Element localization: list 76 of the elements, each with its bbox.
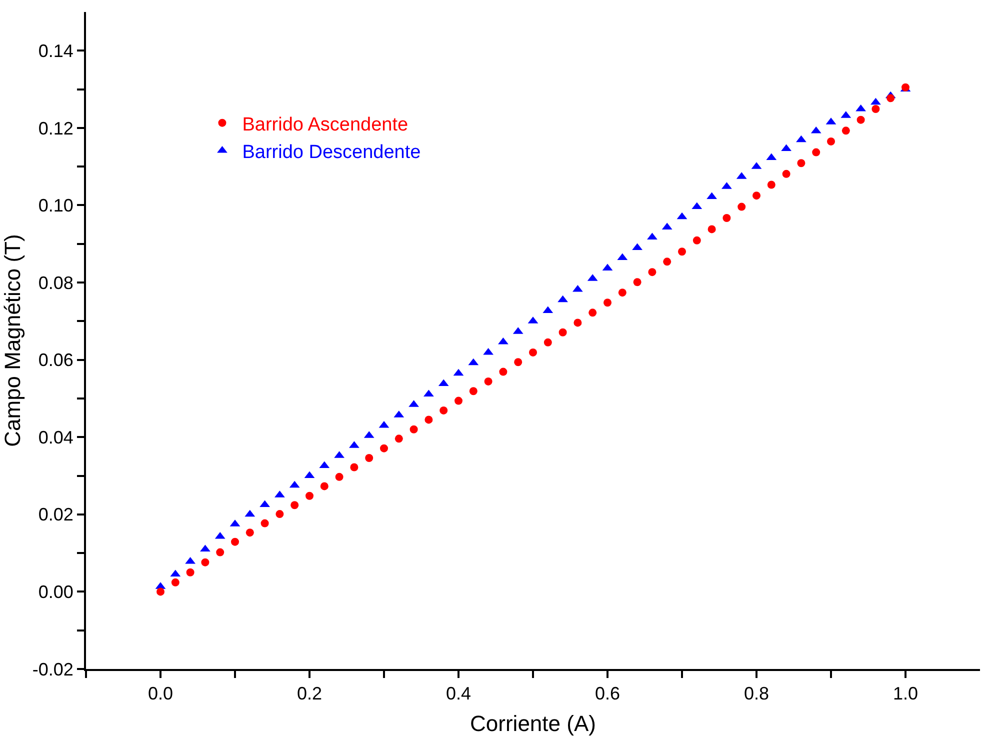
point (722, 214, 731, 222)
point (752, 192, 760, 200)
point (260, 519, 269, 528)
point (246, 528, 254, 537)
legend-label: Barrido Descendente (242, 142, 421, 163)
point (529, 348, 537, 356)
point (290, 501, 299, 510)
y-axis-title: Campo Magnético (T) (0, 234, 25, 447)
y-tick-label: 0.12 (38, 118, 74, 138)
y-tick-label: 0.08 (38, 272, 74, 293)
x-axis-title: Corriente (A) (470, 711, 596, 736)
y-tick-label: 0.04 (38, 427, 74, 448)
point (186, 568, 194, 576)
x-tick-label: 0.8 (744, 684, 770, 704)
point (692, 236, 701, 244)
point (231, 538, 239, 546)
point (782, 170, 790, 178)
x-tick-label: 0.2 (296, 684, 322, 704)
point (827, 137, 835, 146)
text: 0.00 (38, 582, 74, 602)
text: 0.0 (148, 684, 174, 704)
point (797, 159, 806, 168)
point (870, 98, 881, 105)
y-tick-label: -0.02 (32, 659, 74, 680)
point (574, 318, 582, 327)
point (410, 425, 418, 434)
point (156, 588, 164, 596)
point (708, 225, 716, 234)
point (842, 126, 850, 135)
legend-label: Barrido Ascendente (242, 114, 408, 136)
point (484, 377, 492, 386)
point (558, 328, 567, 336)
x-tick-label: 0.6 (594, 684, 620, 704)
point (886, 94, 895, 102)
text: 1.0 (892, 684, 918, 704)
point (380, 444, 388, 452)
point (812, 148, 820, 156)
point (394, 434, 403, 443)
point (558, 295, 568, 302)
point (781, 144, 792, 152)
x-tick-label: 0.4 (446, 684, 472, 704)
point (216, 548, 224, 556)
point (633, 278, 642, 286)
y-tick-label: 0.14 (38, 40, 74, 61)
point (171, 578, 180, 586)
point (469, 387, 478, 396)
point (544, 338, 552, 346)
point (872, 105, 880, 113)
point (856, 116, 865, 124)
point (350, 463, 358, 472)
text: 0.10 (38, 196, 74, 216)
point (483, 348, 494, 355)
point (738, 202, 746, 211)
point (306, 492, 314, 500)
point (514, 358, 522, 366)
point (201, 558, 210, 566)
point (276, 510, 284, 518)
point (648, 268, 656, 276)
point (678, 248, 686, 256)
point (365, 454, 374, 462)
y-tick-label: 0.06 (38, 350, 74, 370)
point (647, 232, 658, 240)
point (618, 288, 626, 297)
point (796, 135, 806, 142)
point (663, 258, 672, 266)
point (454, 396, 462, 405)
y-tick-label: 0.02 (38, 504, 74, 525)
point (440, 406, 448, 414)
point (572, 284, 583, 292)
point (320, 482, 328, 490)
point (499, 368, 508, 376)
point (604, 298, 612, 307)
point (335, 472, 344, 481)
point (424, 416, 433, 424)
point (767, 180, 776, 189)
point (588, 308, 597, 317)
